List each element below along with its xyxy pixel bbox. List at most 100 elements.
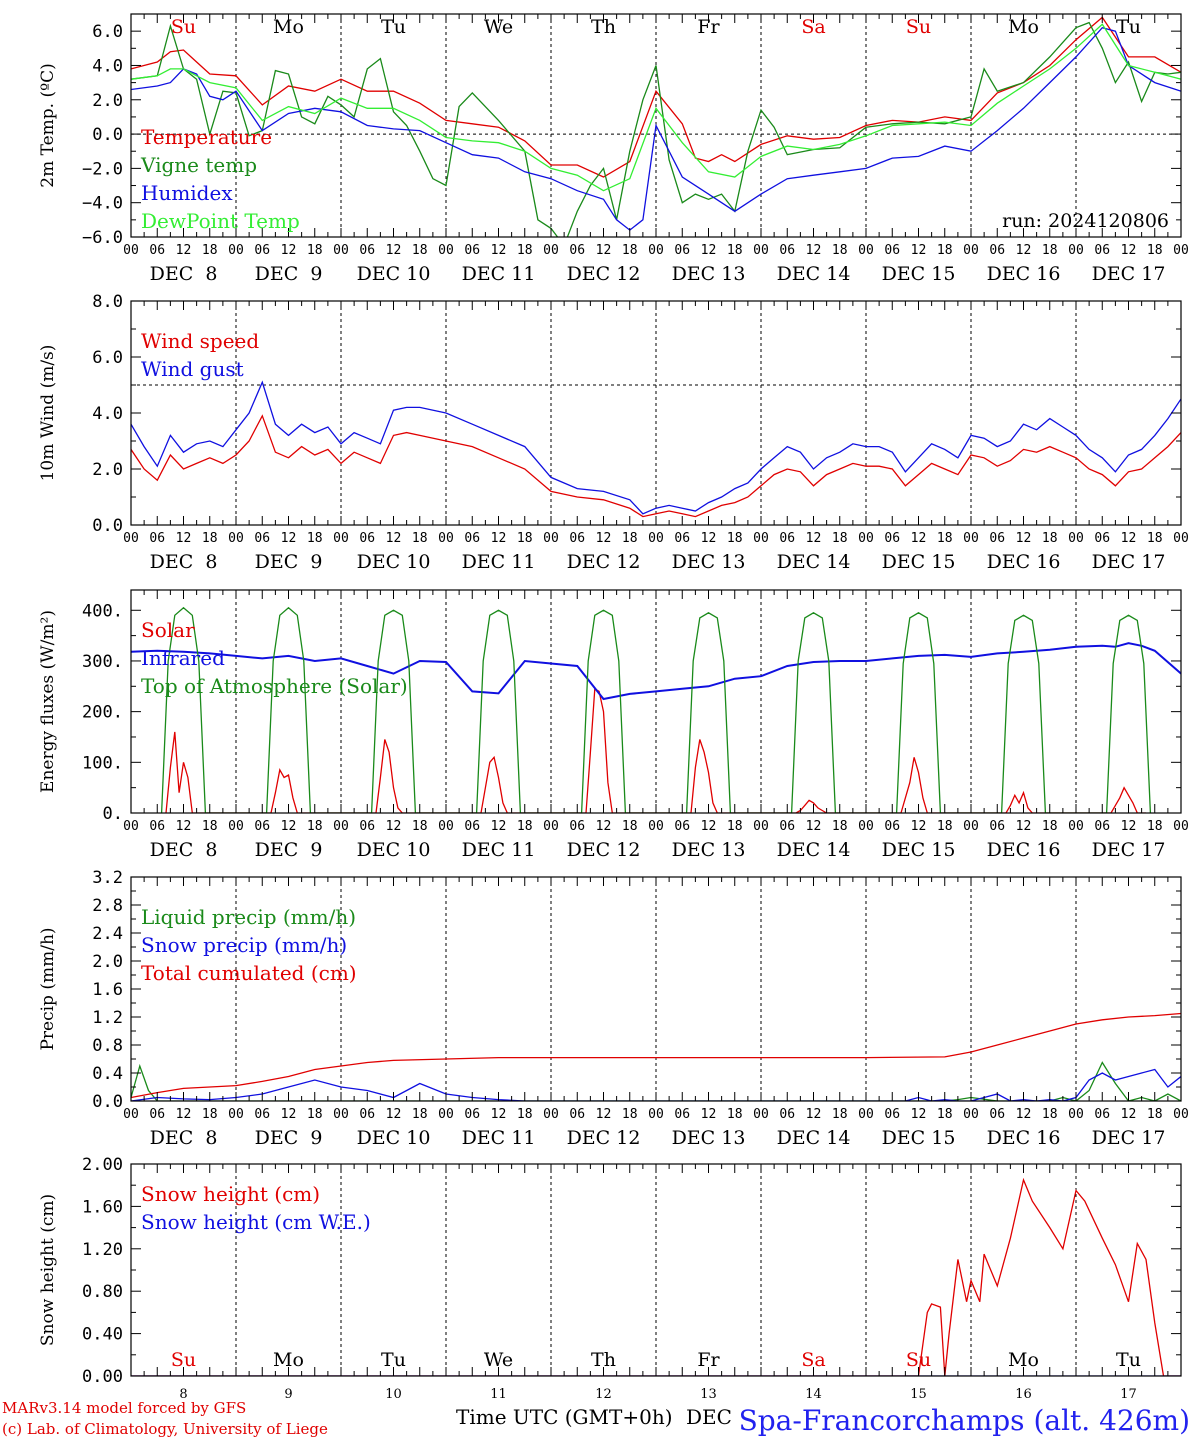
- y-tick-label: 0.40: [82, 1325, 123, 1345]
- x-hour-label: 00: [1068, 819, 1084, 834]
- x-date-label: DEC 17: [1092, 551, 1166, 573]
- x-hour-label: 12: [911, 243, 927, 258]
- x-hour-label: 00: [123, 819, 139, 834]
- x-hour-label: 00: [1173, 1107, 1189, 1122]
- weekday-label: Mo: [273, 16, 304, 38]
- x-hour-label: 18: [1042, 819, 1058, 834]
- x-hour-label: 12: [491, 1107, 507, 1122]
- x-hour-label: 12: [176, 531, 192, 546]
- weekday-label: Mo: [1008, 1349, 1039, 1371]
- x-hour-label: 18: [412, 1107, 428, 1122]
- weekday-label: Fr: [697, 1349, 720, 1371]
- x-hour-label: 18: [412, 531, 428, 546]
- weekday-label: Sa: [801, 1349, 825, 1371]
- weekday-label: Th: [591, 1349, 616, 1371]
- x-hour-label: 00: [228, 531, 244, 546]
- x-date-label: DEC 8: [150, 263, 218, 285]
- x-hour-label: 00: [333, 243, 349, 258]
- x-hour-label: 12: [491, 531, 507, 546]
- x-hour-label: 00: [543, 531, 559, 546]
- x-hour-label: 12: [386, 243, 402, 258]
- legend-entry: Wind speed: [141, 329, 259, 353]
- y-tick-label: 2.8: [92, 896, 123, 916]
- x-hour-label: 12: [176, 819, 192, 834]
- panel-precipitation: 0.0 0.4 0.8 1.2 1.6 2.0 2.4 2.8 3.2 Precip (mm/h)…: [38, 868, 1189, 1149]
- x-hour-label: 18: [517, 531, 533, 546]
- series-temperature-line: [131, 16, 1181, 178]
- x-hour-label: 18: [1147, 243, 1163, 258]
- model-credit: MARv3.14 model forced by GFS: [2, 1399, 246, 1417]
- x-hour-label: 18: [307, 531, 323, 546]
- x-date-label: DEC 11: [462, 263, 536, 285]
- x-hour-label: 00: [858, 243, 874, 258]
- x-hour-label: 18: [1147, 819, 1163, 834]
- weekday-label: We: [484, 1349, 513, 1371]
- x-hour-label: 06: [569, 243, 585, 258]
- x-hour-label: 06: [674, 819, 690, 834]
- y-tick-label: −4.0: [82, 194, 123, 214]
- x-hour-label: 12: [1121, 1107, 1137, 1122]
- x-hour-label: 18: [832, 1107, 848, 1122]
- x-date-label: DEC 8: [150, 839, 218, 861]
- x-hour-label: 06: [674, 531, 690, 546]
- x-date-label: DEC 15: [882, 839, 956, 861]
- x-hour-label: 00: [543, 243, 559, 258]
- x-hour-label: 00: [123, 531, 139, 546]
- x-date-label: DEC 14: [777, 839, 851, 861]
- series-group: [131, 380, 1181, 518]
- x-date-label: DEC 8: [150, 1127, 218, 1149]
- x-hour-label: 18: [1147, 531, 1163, 546]
- x-hour-label: 00: [123, 243, 139, 258]
- x-hour-label: 12: [386, 1107, 402, 1122]
- x-hour-label: 12: [281, 531, 297, 546]
- x-hour-label: 12: [1121, 819, 1137, 834]
- x-date-label: DEC 13: [672, 551, 746, 573]
- plot-frame: [130, 589, 1182, 814]
- x-hour-label: 06: [254, 531, 270, 546]
- x-hour-label: 06: [464, 243, 480, 258]
- series-infrared-line: [131, 642, 1181, 701]
- x-hour-label: 12: [806, 1107, 822, 1122]
- weekday-label: Tu: [1116, 1349, 1141, 1371]
- x-hour-label: 12: [701, 1107, 717, 1122]
- x-hour-label: 18: [937, 819, 953, 834]
- x-hour-label: 00: [333, 531, 349, 546]
- series-snow-height-cm-line: [131, 1177, 1181, 1376]
- x-hour-label: 00: [1173, 819, 1189, 834]
- series-wind-gust-line: [131, 380, 1181, 515]
- x-hour-label: 06: [989, 531, 1005, 546]
- x-hour-label: 06: [1094, 819, 1110, 834]
- x-hour-label: 12: [1016, 1107, 1032, 1122]
- x-hour-label: 18: [832, 243, 848, 258]
- x-hour-label: 06: [674, 1107, 690, 1122]
- panel-temperature: −6.0 −4.0 −2.0 0.0 2.0 4.0 6.0 2m Temp. (ºC) 00 0…: [38, 13, 1189, 285]
- x-hour-label: 00: [648, 819, 664, 834]
- y-tick-label: 2.00: [82, 1155, 123, 1175]
- x-hour-label: 18: [202, 243, 218, 258]
- x-hour-label: 18: [202, 531, 218, 546]
- x-hour-label: 00: [543, 819, 559, 834]
- day-number-label: 14: [805, 1387, 822, 1402]
- y-tick-label: 1.20: [82, 1240, 123, 1260]
- x-date-label: DEC 14: [777, 551, 851, 573]
- day-number-label: 11: [490, 1387, 507, 1402]
- lab-credit: (c) Lab. of Climatology, University of L…: [2, 1420, 328, 1438]
- x-hour-label: 06: [149, 243, 165, 258]
- station-name: Spa-Francorchamps (alt. 426m): [739, 1404, 1190, 1437]
- x-date-label: DEC 17: [1092, 1127, 1166, 1149]
- y-tick-label: 0.0: [92, 1092, 123, 1112]
- x-date-label: DEC 16: [987, 263, 1061, 285]
- x-hour-label: 06: [884, 819, 900, 834]
- x-date-label: DEC 16: [987, 551, 1061, 573]
- legend-entry: Temperature: [141, 125, 272, 149]
- weekday-label: Sa: [801, 16, 825, 38]
- day-number-label: 13: [700, 1387, 717, 1402]
- series-group: [131, 16, 1181, 237]
- x-hour-label: 00: [228, 1107, 244, 1122]
- x-hour-label: 06: [464, 1107, 480, 1122]
- panel-wind: 0.0 2.0 4.0 6.0 8.0 10m Wind (m/s) 00 06 12 18 00 0…: [38, 292, 1189, 573]
- x-hour-label: 12: [701, 531, 717, 546]
- x-hour-label: 12: [806, 243, 822, 258]
- x-date-label: DEC 11: [462, 1127, 536, 1149]
- y-tick-label: 2.0: [92, 460, 123, 480]
